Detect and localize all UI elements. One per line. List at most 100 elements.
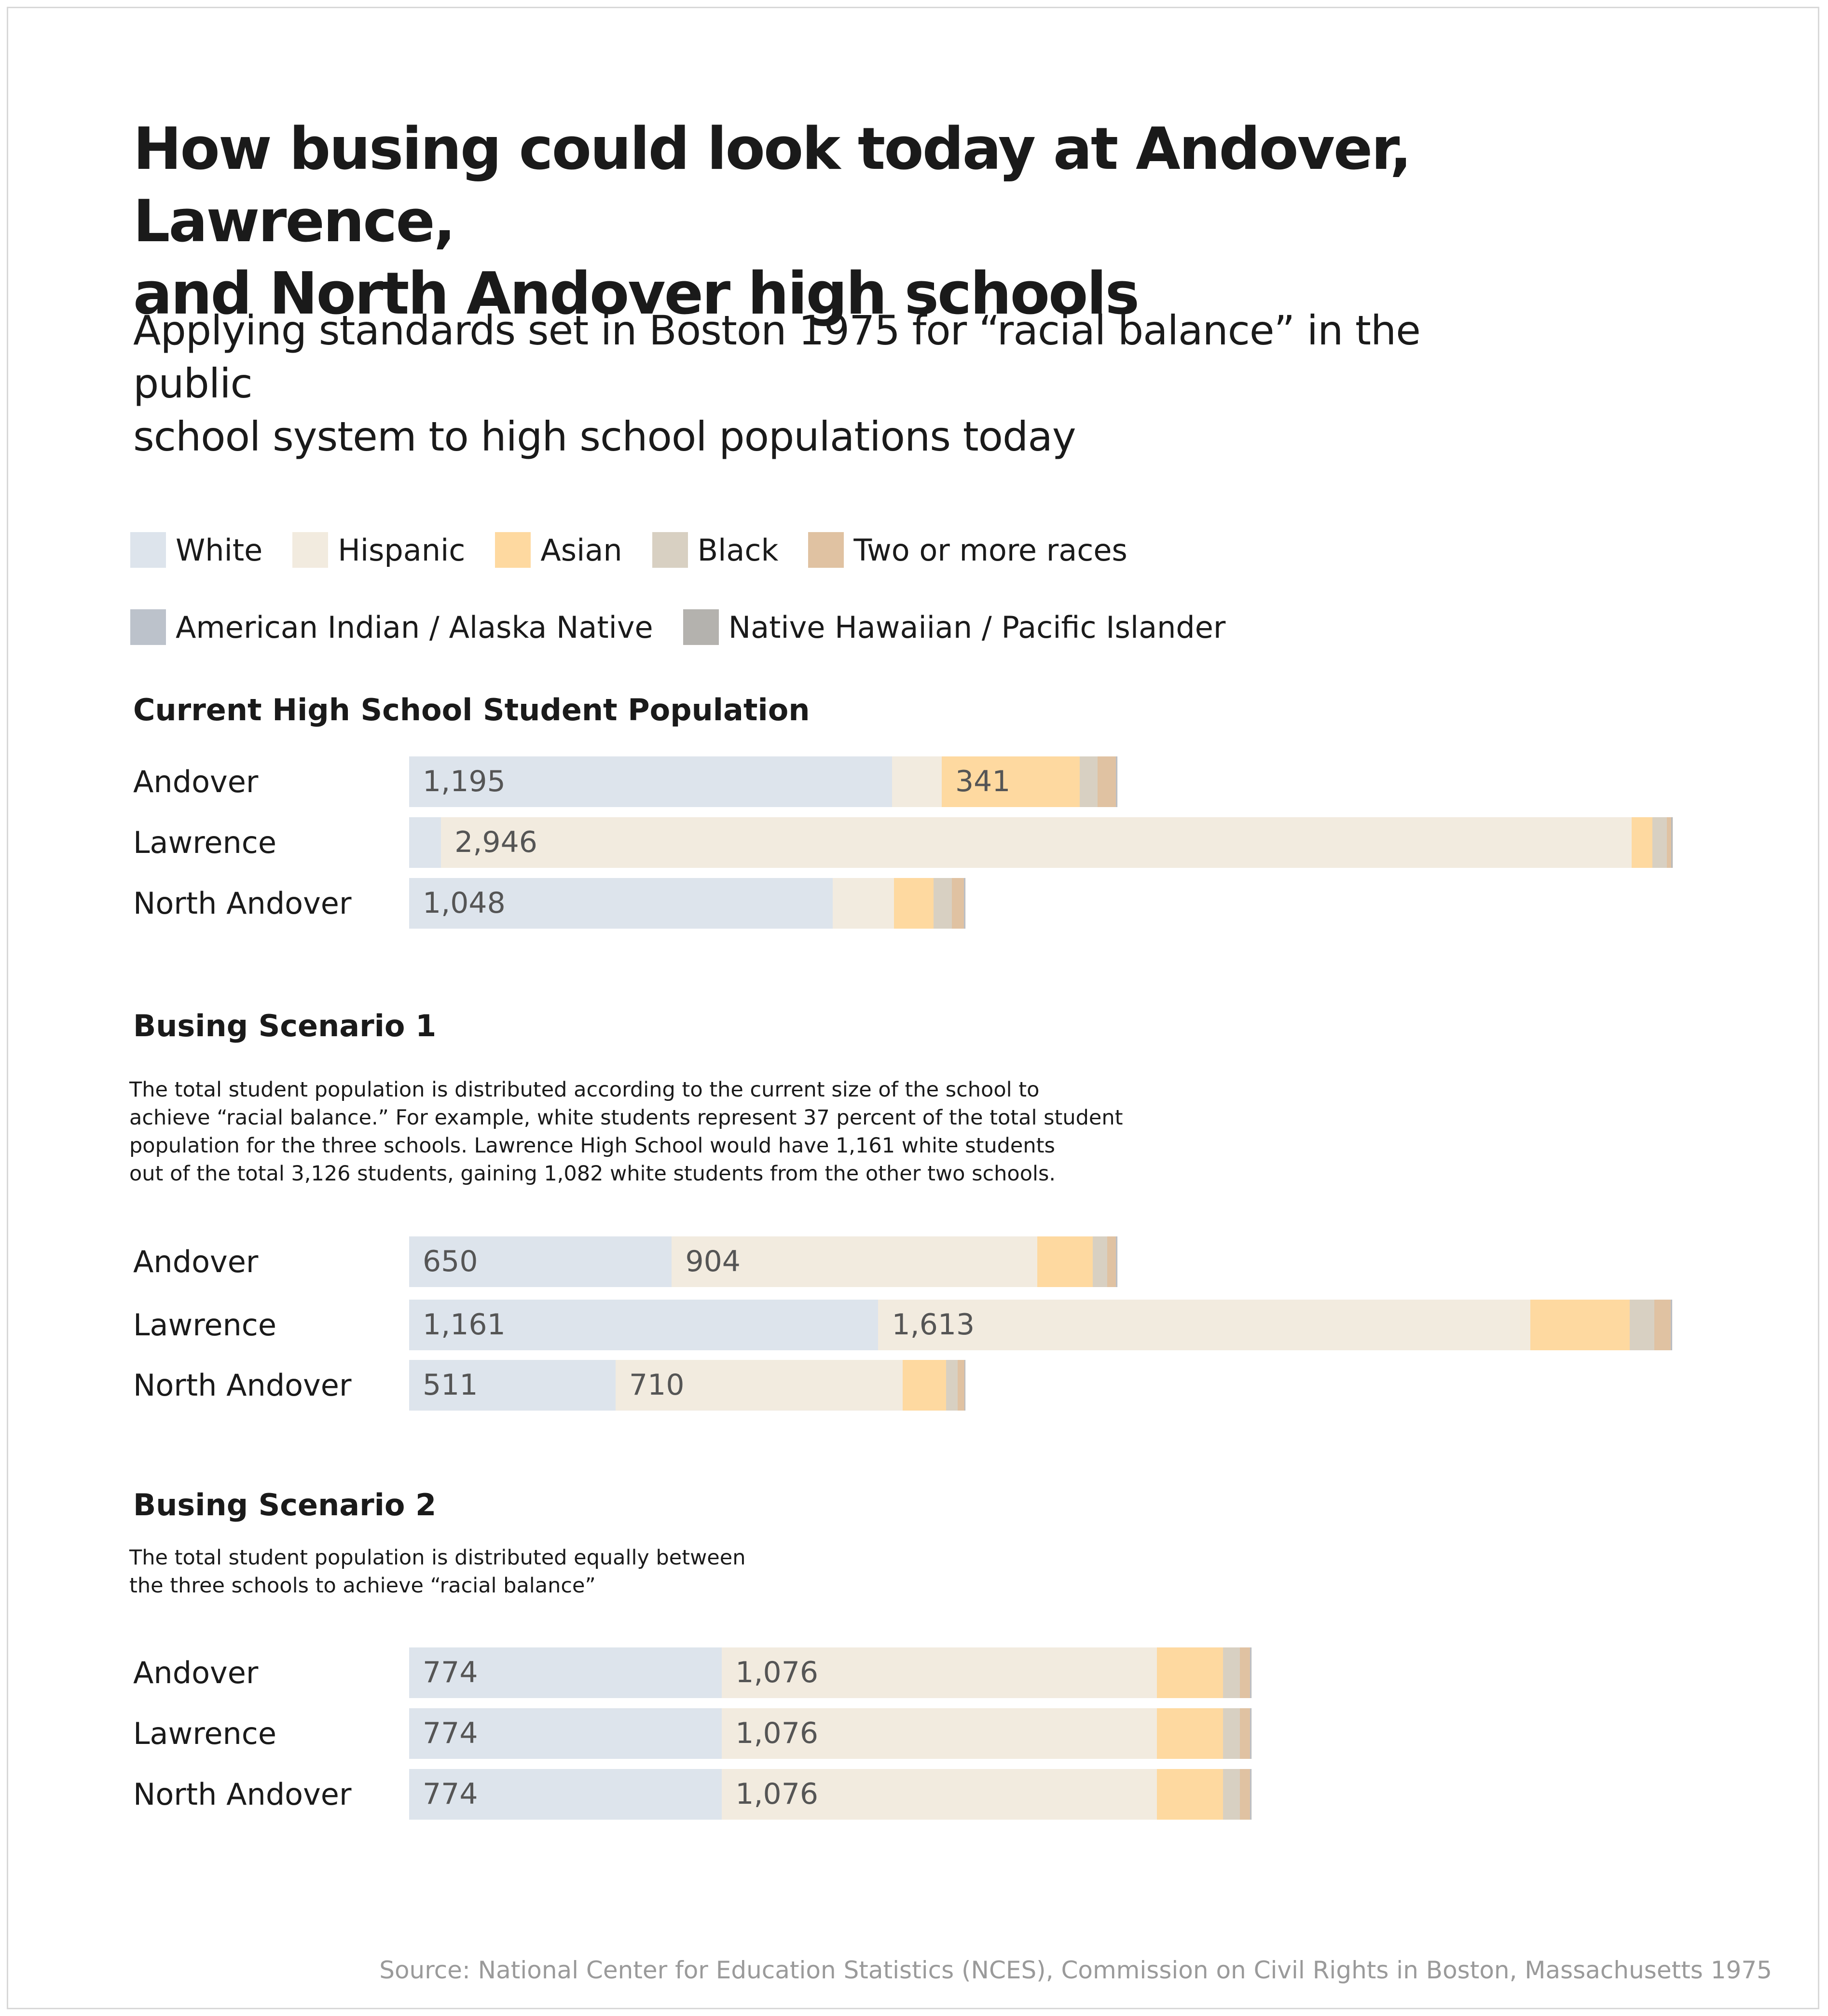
bar-segment-native-hawaiian-pacific-islander	[964, 878, 966, 929]
bar-segment-american-indian-alaska-native	[1115, 1236, 1117, 1287]
bar-segment-native-hawaiian-pacific-islander	[1251, 1647, 1252, 1698]
bar-segment-black	[1223, 1708, 1240, 1759]
data-label: 774	[423, 1656, 478, 1689]
bar-segment-asian	[1156, 1647, 1223, 1698]
bar-segment-asian: 341	[941, 756, 1080, 807]
chart-subtitle-line-1: Applying standards set in Boston 1975 fo…	[133, 307, 1421, 407]
row-label: Lawrence	[133, 825, 277, 860]
bar-segment-two-or-more-races	[951, 878, 964, 929]
data-label: 904	[685, 1245, 741, 1278]
bar-segment-white: 650	[409, 1236, 672, 1287]
legend-label: Hispanic	[338, 532, 466, 568]
stacked-bar: 1,195 341	[409, 756, 1118, 807]
bar-row-andover: Andover 774 1,076	[0, 1647, 1828, 1698]
panel-description: The total student population is distribu…	[129, 1544, 745, 1600]
row-label: Lawrence	[133, 1307, 277, 1343]
panel-title: Busing Scenario 2	[133, 1487, 437, 1522]
stacked-bar: 650 904	[409, 1236, 1118, 1287]
data-label: 650	[423, 1245, 478, 1278]
data-label: 1,161	[423, 1308, 506, 1342]
stacked-bar: 1,048	[409, 878, 966, 929]
bar-segment-american-indian-alaska-native	[1670, 1300, 1672, 1350]
bar-segment-white	[409, 817, 441, 868]
data-label: 2,946	[454, 825, 537, 859]
legend: White Hispanic Asian Black Two or more races…	[130, 511, 1288, 666]
chart-title-line-1: How busing could look today at Andover, …	[133, 116, 1412, 255]
bar-segment-black	[1223, 1647, 1240, 1698]
bar-segment-black	[1093, 1236, 1108, 1287]
legend-item-native-hawaiian-pacific-islander: Native Hawaiian / Pacific Islander	[683, 609, 1226, 645]
legend-item-two-or-more-races: Two or more races	[808, 532, 1127, 568]
legend-label: American Indian / Alaska Native	[176, 609, 653, 645]
bar-segment-hispanic: 710	[616, 1360, 903, 1411]
legend-swatch	[683, 609, 719, 645]
bar-segment-native-hawaiian-pacific-islander	[1251, 1708, 1252, 1759]
bar-segment-american-indian-alaska-native	[1250, 1769, 1251, 1820]
legend-item-american-indian-alaska-native: American Indian / Alaska Native	[130, 609, 653, 645]
legend-row: American Indian / Alaska Native Native Ha…	[130, 589, 1288, 666]
bar-segment-white: 774	[409, 1647, 722, 1698]
bar-segment-white: 1,161	[409, 1300, 879, 1350]
bar-segment-white: 774	[409, 1708, 722, 1759]
bar-segment-asian	[894, 878, 934, 929]
stacked-bar: 511 710	[409, 1360, 965, 1411]
row-label: Andover	[133, 764, 259, 799]
bar-segment-hispanic: 1,076	[722, 1708, 1157, 1759]
bar-segment-asian	[1156, 1769, 1223, 1820]
chart-frame	[7, 7, 1819, 2009]
bar-segment-american-indian-alaska-native	[1115, 756, 1117, 807]
legend-label: Two or more races	[853, 532, 1127, 568]
bar-segment-two-or-more-races	[1107, 1236, 1116, 1287]
legend-label: Asian	[540, 532, 622, 568]
legend-label: White	[176, 532, 263, 568]
bar-segment-asian	[902, 1360, 947, 1411]
stacked-bar: 774 1,076	[409, 1708, 1252, 1759]
bar-segment-white: 774	[409, 1769, 722, 1820]
bar-row-lawrence: Lawrence 1,161 1,613	[0, 1300, 1828, 1350]
bar-segment-native-hawaiian-pacific-islander	[1251, 1769, 1252, 1820]
bar-segment-two-or-more-races	[1098, 756, 1116, 807]
bar-segment-two-or-more-races	[1240, 1708, 1251, 1759]
data-label: 774	[423, 1716, 478, 1750]
bar-segment-black	[1079, 756, 1098, 807]
bar-segment-hispanic	[832, 878, 894, 929]
bar-segment-hispanic: 1,613	[878, 1300, 1530, 1350]
panel-description-line: achieve “racial balance.” For example, w…	[129, 1106, 1123, 1130]
data-label: 1,195	[423, 765, 506, 798]
legend-label: Black	[697, 532, 779, 568]
legend-label: Native Hawaiian / Pacific Islander	[728, 609, 1226, 645]
bar-segment-two-or-more-races	[1240, 1647, 1251, 1698]
bar-segment-american-indian-alaska-native	[1250, 1708, 1251, 1759]
bar-segment-asian	[1037, 1236, 1093, 1287]
panel-description-line: the three schools to achieve “racial bal…	[129, 1574, 596, 1598]
bar-segment-asian	[1530, 1300, 1630, 1350]
bar-segment-native-hawaiian-pacific-islander	[1672, 817, 1673, 868]
legend-swatch	[130, 532, 166, 568]
bar-segment-hispanic: 1,076	[722, 1647, 1157, 1698]
legend-item-black: Black	[652, 532, 779, 568]
chart-subtitle: Applying standards set in Boston 1975 fo…	[133, 304, 1532, 463]
data-label: 1,048	[423, 886, 506, 920]
data-label: 511	[423, 1368, 478, 1402]
bar-segment-hispanic: 1,076	[722, 1769, 1157, 1820]
row-label: North Andover	[133, 1368, 352, 1403]
bar-segment-white: 511	[409, 1360, 616, 1411]
bar-segment-two-or-more-races	[957, 1360, 964, 1411]
chart-title: How busing could look today at Andover, …	[133, 113, 1581, 330]
legend-swatch	[292, 532, 329, 568]
stacked-bar: 774 1,076	[409, 1769, 1252, 1820]
panel-description-line: The total student population is distribu…	[129, 1546, 746, 1570]
source-note: Source: National Center for Education St…	[379, 1956, 1772, 1984]
bar-row-north-andover: North Andover 1,048	[0, 878, 1828, 929]
bar-segment-hispanic: 2,946	[441, 817, 1632, 868]
panel-description: The total student population is distribu…	[129, 1076, 1123, 1188]
panel-title: Current High School Student Population	[133, 692, 810, 727]
legend-swatch	[808, 532, 844, 568]
bar-segment-black	[946, 1360, 958, 1411]
bar-segment-two-or-more-races	[1667, 817, 1671, 868]
bar-segment-american-indian-alaska-native	[1250, 1647, 1251, 1698]
data-label: 1,613	[892, 1308, 975, 1342]
bar-segment-two-or-more-races	[1654, 1300, 1671, 1350]
bar-row-lawrence: Lawrence 774 1,076	[0, 1708, 1828, 1759]
panel-description-line: population for the three schools. Lawren…	[129, 1134, 1055, 1158]
